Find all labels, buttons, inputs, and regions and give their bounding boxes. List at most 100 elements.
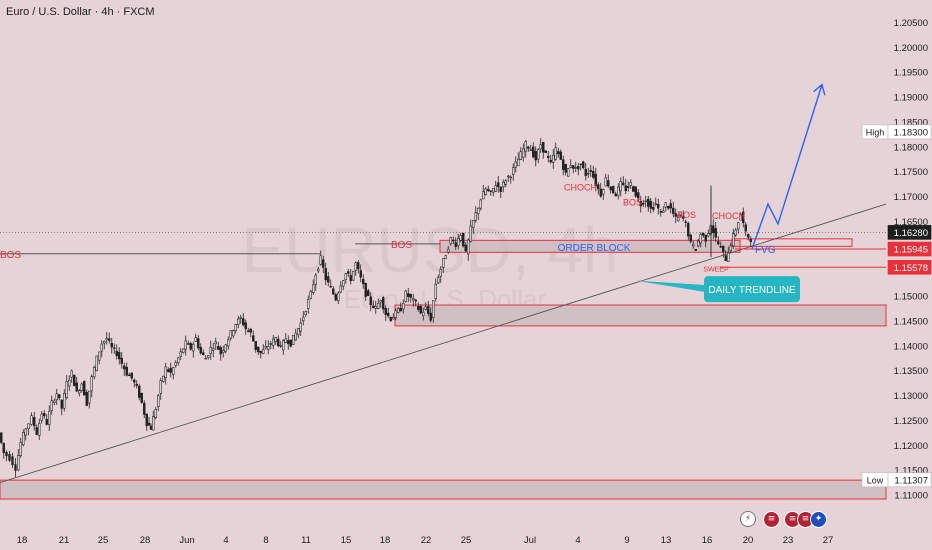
candle: [749, 236, 752, 248]
candle: [562, 155, 565, 176]
candle-body: [454, 242, 457, 247]
candle-body: [544, 150, 547, 154]
candle: [702, 232, 705, 238]
candle: [48, 405, 51, 432]
candle-body: [65, 381, 68, 399]
eu-flag-event-icon[interactable]: ✦: [810, 511, 827, 528]
time-axis[interactable]: 18 21 25 28 Jun 4 8 11 15 18 22 25 Jul 4 9 13 16 20 23 27: [17, 535, 834, 546]
price-axis[interactable]: 1.20500 1.20000 1.19500 1.19000 1.18500 1.180…: [861, 18, 932, 502]
candle-body: [402, 303, 405, 310]
candle: [105, 332, 108, 345]
candle-body: [115, 350, 118, 357]
candle-body: [412, 298, 415, 301]
candle-body: [130, 372, 133, 379]
label-choch-2: CHOCH: [712, 211, 745, 221]
candle-body: [232, 330, 235, 337]
candle-body: [609, 186, 612, 191]
candle-body: [689, 234, 692, 242]
candle: [194, 333, 197, 342]
candle: [24, 427, 27, 441]
candle-body: [128, 374, 131, 377]
price-marker-box: [887, 260, 932, 275]
candle: [339, 281, 342, 294]
candle: [599, 182, 602, 198]
candle: [143, 400, 146, 419]
candle: [219, 345, 222, 361]
candle-body: [652, 206, 655, 210]
candle-body: [582, 161, 585, 168]
candle-body: [379, 300, 382, 303]
candle: [242, 313, 245, 327]
candle-body: [242, 318, 245, 326]
price-marker-value: 1.16280: [894, 228, 928, 239]
candle: [73, 374, 76, 387]
candle-body: [93, 367, 96, 378]
y-tick-label: 1.14000: [894, 341, 928, 352]
candle-body: [409, 293, 412, 298]
candle-body: [367, 290, 370, 296]
candle: [737, 222, 740, 234]
candle-body: [227, 339, 230, 347]
candle: [544, 150, 547, 154]
candle: [534, 146, 537, 167]
candle-body: [732, 233, 735, 246]
candle-body: [90, 376, 93, 392]
candle: [0, 432, 3, 445]
candle-body: [704, 234, 707, 242]
candle-body: [27, 423, 30, 430]
candle-body: [672, 207, 675, 214]
us-flag-event-icon[interactable]: ≡: [763, 511, 780, 528]
candle-body: [259, 350, 262, 354]
label-bos-mid: BOS: [391, 240, 412, 251]
candle: [714, 222, 717, 243]
candle: [509, 175, 512, 184]
candle: [307, 295, 310, 314]
x-tick-label: 13: [661, 535, 672, 546]
price-marker-value: 1.15578: [894, 263, 928, 274]
candle-body: [149, 425, 153, 430]
candle: [364, 282, 367, 301]
candle-body: [199, 347, 202, 354]
y-tick-label: 1.20500: [894, 18, 928, 29]
candle: [145, 413, 148, 431]
candle: [204, 355, 207, 360]
candle-body: [212, 348, 215, 351]
candle: [659, 209, 662, 217]
candle-body: [272, 338, 275, 346]
candle: [429, 307, 432, 323]
candle: [522, 143, 525, 162]
candle-body: [559, 151, 562, 160]
us-flag-event-icon-3[interactable]: ≡: [797, 511, 814, 528]
candle: [98, 351, 101, 365]
candle-body: [38, 423, 41, 436]
candle-body: [332, 288, 335, 295]
candle: [209, 340, 212, 360]
y-tick-label: 1.12000: [894, 441, 928, 452]
candle-body: [22, 432, 25, 446]
candle-body: [724, 255, 727, 262]
x-tick-label: 15: [341, 535, 352, 546]
candle-body: [504, 180, 507, 185]
candle-body: [482, 191, 485, 200]
candle-body: [507, 175, 510, 178]
price-marker-3: 1.15578: [887, 260, 932, 275]
candle: [399, 302, 402, 312]
candle: [442, 258, 445, 274]
candle-body: [100, 343, 103, 352]
candle-body: [632, 186, 635, 192]
candle-body: [744, 224, 747, 232]
candle: [297, 327, 300, 339]
candle-body: [35, 427, 38, 435]
x-tick-label: 22: [421, 535, 432, 546]
candle: [537, 147, 540, 164]
candle: [549, 154, 552, 164]
candle-body: [399, 307, 402, 312]
candle-body: [474, 212, 477, 221]
candle: [614, 191, 617, 197]
candle-body: [297, 328, 300, 336]
candle: [269, 340, 272, 350]
price-marker-0: High 1.18300: [861, 124, 932, 140]
flash-event-icon[interactable]: ⚡: [740, 511, 756, 527]
candle-body: [382, 297, 385, 310]
